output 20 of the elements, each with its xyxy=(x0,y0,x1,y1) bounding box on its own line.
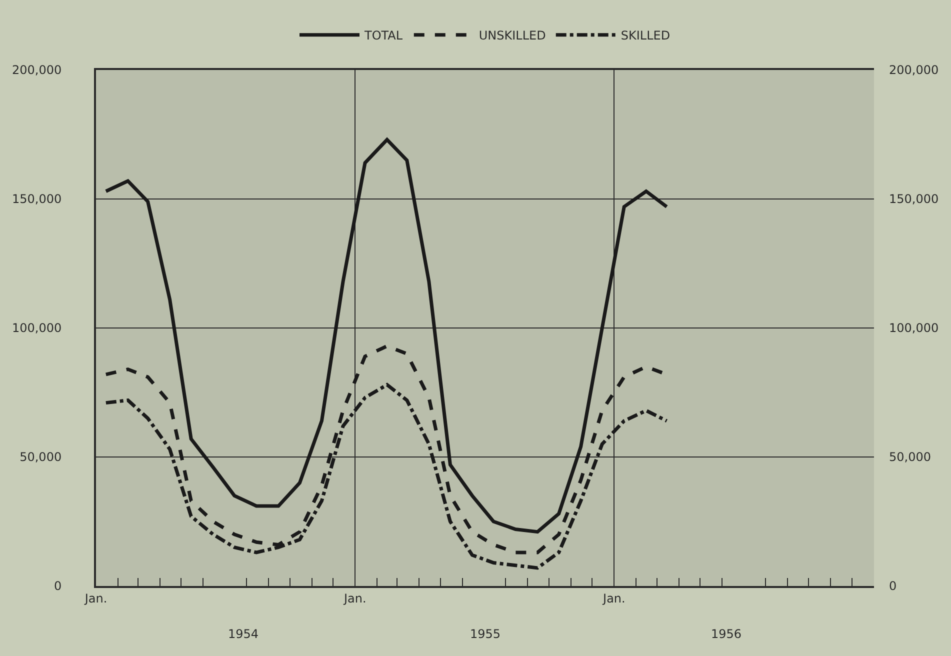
y-tick-label: 0 xyxy=(54,579,62,594)
text: 1954 xyxy=(228,627,259,641)
legend-label: UNSKILLED xyxy=(478,28,546,43)
line-series xyxy=(104,138,668,534)
y-tick-label: 100,000 xyxy=(12,321,62,336)
x-tick-label: Jan. xyxy=(602,591,626,606)
y-tick-label: 150,000 xyxy=(12,192,62,206)
y2-tick-label: 0 xyxy=(889,579,897,594)
x-tick-label: Jan. xyxy=(342,591,366,606)
legend-label: TOTAL xyxy=(364,28,403,43)
y2-tick-label: 100,000 xyxy=(889,321,939,336)
legend-label: SKILLED xyxy=(620,28,670,43)
text: 1956 xyxy=(711,627,742,641)
y2-tick-label: 50,000 xyxy=(889,450,931,464)
y-tick-label: 200,000 xyxy=(12,63,62,78)
y2-tick-label: 150,000 xyxy=(889,192,939,206)
y-tick-label: 50,000 xyxy=(20,450,62,464)
y2-tick-label: 200,000 xyxy=(889,63,939,78)
x-tick-label: Jan. xyxy=(84,591,108,606)
text: 1955 xyxy=(470,627,501,641)
